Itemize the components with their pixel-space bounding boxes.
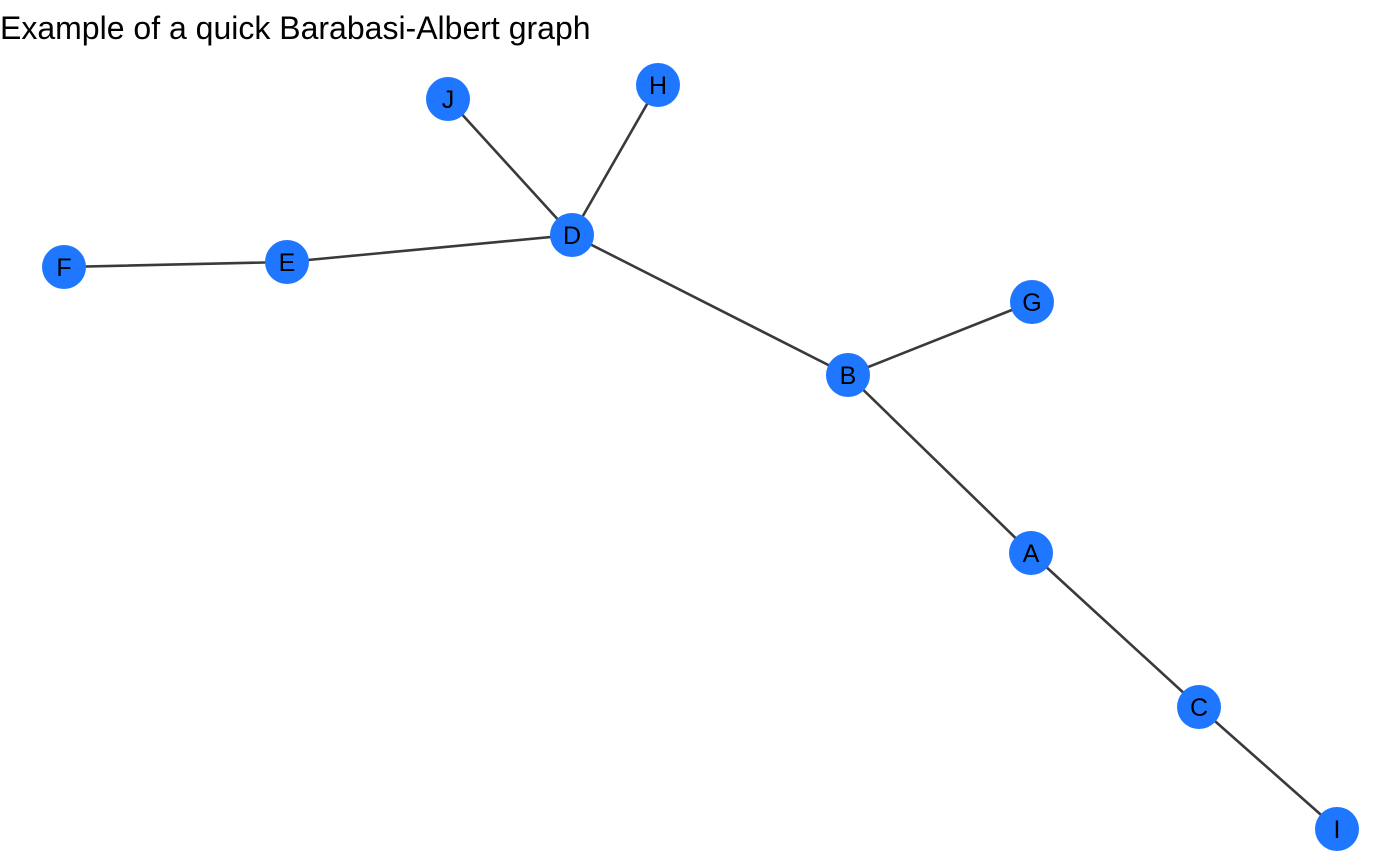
node-circle bbox=[1177, 685, 1221, 729]
node-label: F bbox=[56, 254, 71, 282]
node-circle bbox=[1315, 807, 1359, 851]
node-label: I bbox=[1334, 816, 1341, 844]
node-circle bbox=[1010, 280, 1054, 324]
edge-a-c bbox=[1029, 551, 1201, 709]
node-label: E bbox=[279, 249, 296, 277]
node-label: D bbox=[563, 222, 581, 250]
edge-b-a bbox=[846, 373, 1033, 555]
edge-h-d bbox=[570, 83, 660, 237]
node-label: B bbox=[840, 362, 857, 390]
node-circle bbox=[550, 213, 594, 257]
node-circle bbox=[265, 240, 309, 284]
node-label: H bbox=[649, 72, 667, 100]
node-e: E bbox=[265, 240, 309, 284]
node-i: I bbox=[1315, 807, 1359, 851]
edge-e-d bbox=[285, 233, 574, 264]
node-j: J bbox=[426, 77, 470, 121]
node-label: J bbox=[442, 86, 455, 114]
node-circle bbox=[42, 245, 86, 289]
node-circle bbox=[426, 77, 470, 121]
edge-d-b bbox=[570, 233, 850, 377]
node-label: A bbox=[1023, 540, 1040, 568]
node-b: B bbox=[826, 353, 870, 397]
node-label: G bbox=[1022, 289, 1041, 317]
edge-f-e bbox=[62, 260, 289, 269]
page-title: Example of a quick Barabasi-Albert graph bbox=[0, 10, 591, 46]
node-label: C bbox=[1190, 694, 1208, 722]
edges-layer bbox=[62, 83, 1339, 831]
nodes-layer: A B C D E F G H I J bbox=[42, 63, 1359, 851]
node-circle bbox=[826, 353, 870, 397]
node-f: F bbox=[42, 245, 86, 289]
edge-c-i bbox=[1197, 705, 1339, 831]
node-circle bbox=[636, 63, 680, 107]
node-c: C bbox=[1177, 685, 1221, 729]
node-a: A bbox=[1009, 531, 1053, 575]
node-d: D bbox=[550, 213, 594, 257]
node-g: G bbox=[1010, 280, 1054, 324]
node-h: H bbox=[636, 63, 680, 107]
node-circle bbox=[1009, 531, 1053, 575]
edge-b-g bbox=[846, 300, 1034, 377]
edge-j-d bbox=[446, 97, 574, 237]
